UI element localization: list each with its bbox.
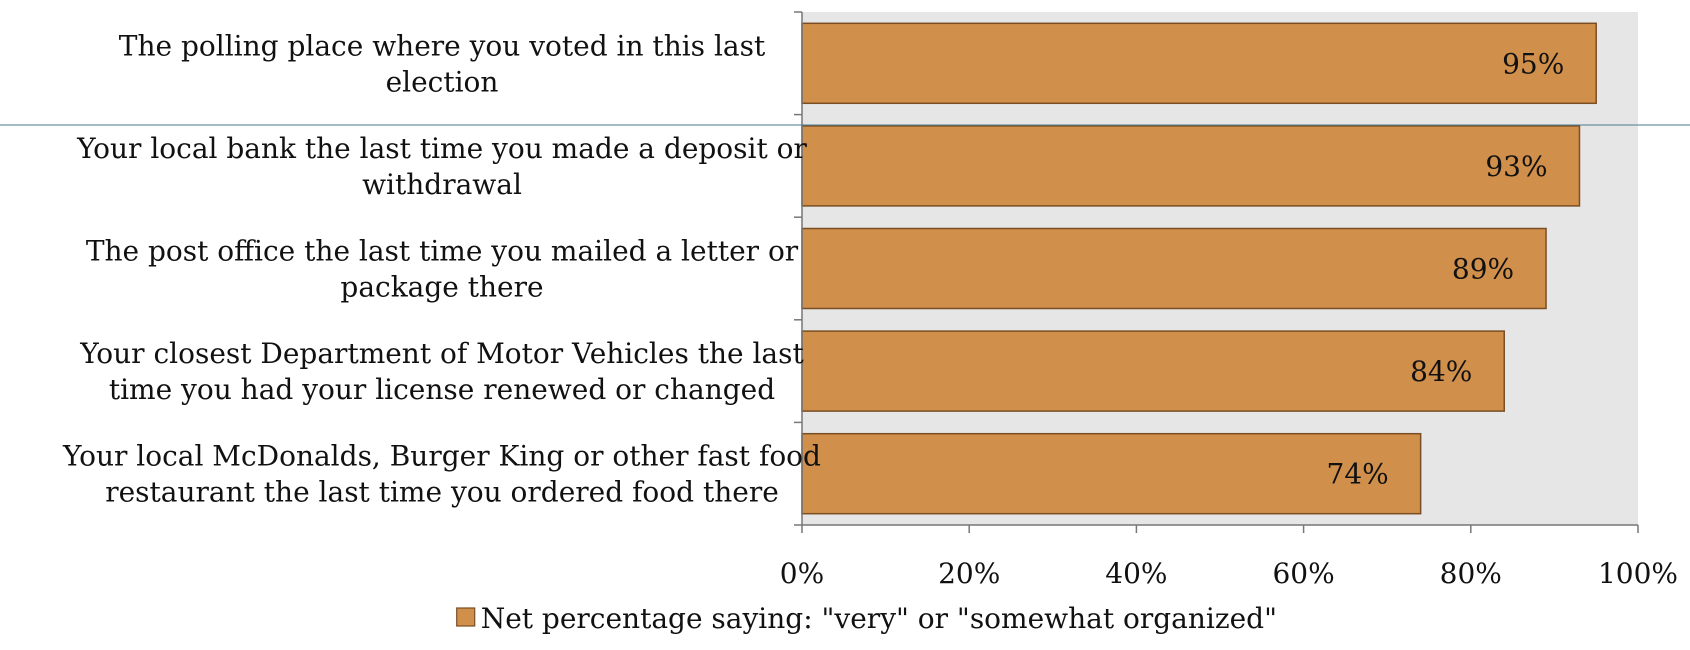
bar xyxy=(801,125,1581,207)
category-label: withdrawal xyxy=(362,168,522,201)
category-label: Your closest Department of Motor Vehicle… xyxy=(79,337,804,370)
bar xyxy=(801,227,1547,310)
data-label: 74% xyxy=(1327,458,1389,491)
category-label: Your local McDonalds, Burger King or oth… xyxy=(62,440,821,473)
x-tick-label: 0% xyxy=(780,557,824,590)
x-tick-label: 80% xyxy=(1440,557,1502,590)
category-label: time you had your license renewed or cha… xyxy=(109,373,775,406)
axis-layer xyxy=(794,11,1639,533)
labels-layer: 95% 93% 89% 84% 74% The polling place where y… xyxy=(62,29,1678,590)
category-label: The polling place where you voted in thi… xyxy=(119,29,766,62)
x-tick-label: 40% xyxy=(1105,557,1167,590)
bar xyxy=(801,22,1597,105)
legend: Net percentage saying: "very" or "somewh… xyxy=(456,602,1277,635)
legend-label: Net percentage saying: "very" or "somewh… xyxy=(481,602,1277,635)
category-label: election xyxy=(386,65,499,98)
bar xyxy=(801,330,1505,412)
bar xyxy=(801,432,1422,515)
category-label: package there xyxy=(340,271,543,304)
x-tick-label: 20% xyxy=(938,557,1000,590)
category-label: Your local bank the last time you made a… xyxy=(76,132,807,165)
bars-layer xyxy=(801,22,1597,515)
x-tick-label: 60% xyxy=(1272,557,1334,590)
category-label: restaurant the last time you ordered foo… xyxy=(105,476,779,509)
data-label: 95% xyxy=(1502,47,1564,80)
category-label: The post office the last time you mailed… xyxy=(86,235,799,268)
data-label: 93% xyxy=(1485,150,1547,183)
data-label: 89% xyxy=(1452,253,1514,286)
legend-swatch xyxy=(456,607,476,627)
x-tick-label: 100% xyxy=(1598,557,1678,590)
data-label: 84% xyxy=(1410,355,1472,388)
